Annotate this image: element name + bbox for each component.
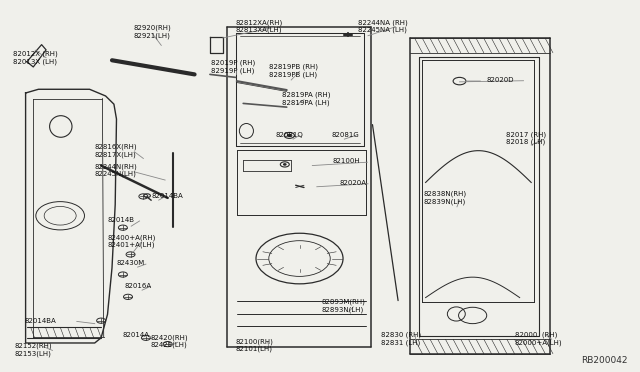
Text: 82816X(RH)
82817X(LH): 82816X(RH) 82817X(LH) xyxy=(95,144,138,158)
Text: 82819PA (RH)
82819PA (LH): 82819PA (RH) 82819PA (LH) xyxy=(282,92,330,106)
Text: 82100(RH)
82101(LH): 82100(RH) 82101(LH) xyxy=(236,338,273,352)
Text: 82019P (RH)
82919P (LH): 82019P (RH) 82919P (LH) xyxy=(211,60,255,74)
Text: 82152(RH)
82153(LH): 82152(RH) 82153(LH) xyxy=(14,343,52,357)
Circle shape xyxy=(287,134,291,137)
Text: 82244NA (RH)
82245NA (LH): 82244NA (RH) 82245NA (LH) xyxy=(358,19,408,33)
Text: 82020A: 82020A xyxy=(339,180,366,186)
Text: 82020D: 82020D xyxy=(486,77,514,83)
Text: 82014BA: 82014BA xyxy=(152,193,184,199)
Text: 82244N(RH)
82245N(LH): 82244N(RH) 82245N(LH) xyxy=(95,163,138,177)
Text: 82014B: 82014B xyxy=(108,217,134,223)
Text: 82017 (RH)
82018 (LH): 82017 (RH) 82018 (LH) xyxy=(506,131,546,145)
Text: 82430M: 82430M xyxy=(116,260,145,266)
Text: 82014BA: 82014BA xyxy=(24,318,56,324)
Text: 82100H: 82100H xyxy=(333,158,360,164)
Text: RB200042: RB200042 xyxy=(580,356,627,365)
Text: 82819PB (RH)
82819PB (LH): 82819PB (RH) 82819PB (LH) xyxy=(269,64,318,78)
Text: 82014A: 82014A xyxy=(123,332,150,338)
Text: 82893M(RH)
82893N(LH): 82893M(RH) 82893N(LH) xyxy=(321,299,365,313)
Text: 82812XA(RH)
82813XA(LH): 82812XA(RH) 82813XA(LH) xyxy=(236,19,283,33)
Text: 82081G: 82081G xyxy=(332,132,359,138)
Text: 82838N(RH)
82839N(LH): 82838N(RH) 82839N(LH) xyxy=(424,191,467,205)
Text: 82830 (RH)
82831 (LH): 82830 (RH) 82831 (LH) xyxy=(381,331,422,346)
Text: 82920(RH)
82921(LH): 82920(RH) 82921(LH) xyxy=(133,25,171,39)
Text: 82012X (RH)
82013X (LH): 82012X (RH) 82013X (LH) xyxy=(13,51,58,65)
Text: 82016A: 82016A xyxy=(124,283,151,289)
Text: 82000  (RH)
82000+A(LH): 82000 (RH) 82000+A(LH) xyxy=(515,331,562,346)
Text: 82081Q: 82081Q xyxy=(275,132,303,138)
Circle shape xyxy=(284,164,286,165)
Text: 82420(RH)
82421(LH): 82420(RH) 82421(LH) xyxy=(150,334,188,349)
Text: 82400+A(RH)
82401+A(LH): 82400+A(RH) 82401+A(LH) xyxy=(108,234,156,248)
